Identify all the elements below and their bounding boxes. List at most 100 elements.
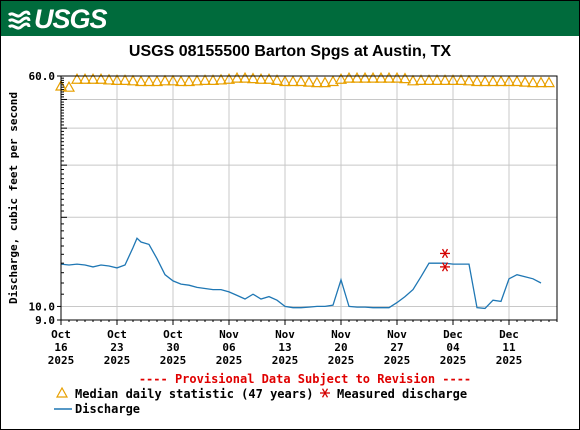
usgs-logo[interactable]: USGS [7, 3, 108, 34]
median-point [102, 73, 116, 85]
median-point [446, 74, 460, 85]
discharge-series [60, 237, 542, 310]
median-point [238, 71, 252, 83]
median-point [158, 74, 172, 86]
x-tick-label: 27 [390, 341, 403, 354]
median-point [294, 75, 308, 87]
measured-point [440, 248, 450, 259]
median-point [94, 73, 108, 84]
x-tick-label: 06 [222, 341, 236, 354]
median-point [118, 74, 132, 85]
median-point [182, 75, 196, 87]
median-point [462, 74, 476, 86]
x-tick-label: Nov [387, 328, 407, 341]
median-point [478, 75, 492, 87]
x-tick-label: Oct [107, 328, 127, 341]
median-point [390, 71, 404, 83]
grid [60, 76, 557, 320]
x-tick-label: 2025 [216, 354, 243, 367]
median-point [134, 75, 148, 87]
median-point [326, 75, 340, 87]
asterisk-stroke [441, 262, 449, 272]
legend-median-label: Median daily statistic (47 years) [75, 387, 313, 401]
x-tick-label: 2025 [48, 354, 75, 367]
discharge-line [60, 237, 542, 310]
x-tick-label: 2025 [496, 354, 523, 367]
x-tick-label: 23 [110, 341, 123, 354]
median-point [230, 71, 244, 83]
x-tick-label: 2025 [104, 354, 131, 367]
x-tick-label: 04 [446, 341, 460, 354]
median-point [334, 73, 348, 84]
median-point [430, 74, 444, 85]
legend-discharge-label: Discharge [75, 402, 140, 416]
median-point [438, 74, 452, 85]
x-tick-label: Dec [443, 328, 463, 341]
median-point [286, 75, 300, 87]
median-point [398, 72, 412, 84]
y-tick-label: 10.0 [29, 300, 56, 313]
median-point [70, 73, 84, 84]
x-tick-label: Dec [499, 328, 519, 341]
median-point [422, 74, 436, 85]
median-point [526, 76, 540, 88]
median-point [454, 74, 468, 85]
legend-measured-asterisk [320, 388, 330, 398]
x-tick-label: 2025 [384, 354, 411, 367]
median-point [214, 73, 228, 85]
measured-point [440, 262, 450, 272]
median-point [110, 74, 124, 85]
measured-series [440, 248, 450, 272]
usgs-wave-icon [7, 10, 31, 30]
median-point [518, 75, 532, 87]
median-point [310, 76, 324, 88]
median-point [470, 75, 484, 87]
legend-measured-label: Measured discharge [337, 387, 467, 401]
x-tick-label: 20 [334, 341, 347, 354]
x-tick-label: Nov [331, 328, 351, 341]
median-point [86, 73, 100, 84]
median-point [534, 76, 548, 88]
median-point [318, 76, 332, 88]
median-point [198, 74, 212, 85]
median-point [382, 71, 396, 83]
median-point [358, 71, 372, 83]
median-point [190, 74, 204, 86]
median-point [486, 75, 500, 87]
x-tick-label: Oct [163, 328, 183, 341]
usgs-logo-text: USGS [34, 3, 108, 34]
median-point [62, 80, 76, 92]
asterisk-stroke [441, 248, 449, 259]
median-point [166, 74, 180, 86]
median-point [222, 73, 236, 84]
legend: Median daily statistic (47 years) Measur… [54, 386, 467, 416]
median-point [374, 71, 388, 83]
median-point [270, 74, 284, 85]
legend-measured-marker [320, 388, 330, 398]
chart-title: USGS 08155500 Barton Spgs at Austin, TX [128, 43, 452, 60]
median-point [78, 73, 92, 84]
legend-median-triangle [55, 386, 69, 398]
x-tick-label: 2025 [440, 354, 467, 367]
median-point [142, 75, 156, 87]
median-point [302, 75, 316, 87]
y-axis-label: Discharge, cubic feet per second [7, 92, 20, 304]
median-point [262, 73, 276, 84]
x-tick-label: 30 [166, 341, 179, 354]
x-tick-label: 13 [278, 341, 291, 354]
median-point [350, 71, 364, 83]
legend-median-marker [55, 386, 69, 398]
x-tick-label: Oct [51, 328, 71, 341]
x-tick-label: 2025 [272, 354, 299, 367]
y-axis: 60.0 10.09.0 [29, 70, 67, 327]
x-tick-label: 2025 [328, 354, 355, 367]
median-point [494, 75, 508, 87]
median-point [510, 75, 524, 87]
median-point [246, 72, 260, 84]
plot-area [60, 75, 558, 321]
median-point [366, 71, 380, 83]
provisional-notice: ---- Provisional Data Subject to Revisio… [138, 372, 472, 386]
median-point [406, 74, 420, 86]
usgs-banner: USGS [1, 1, 579, 36]
